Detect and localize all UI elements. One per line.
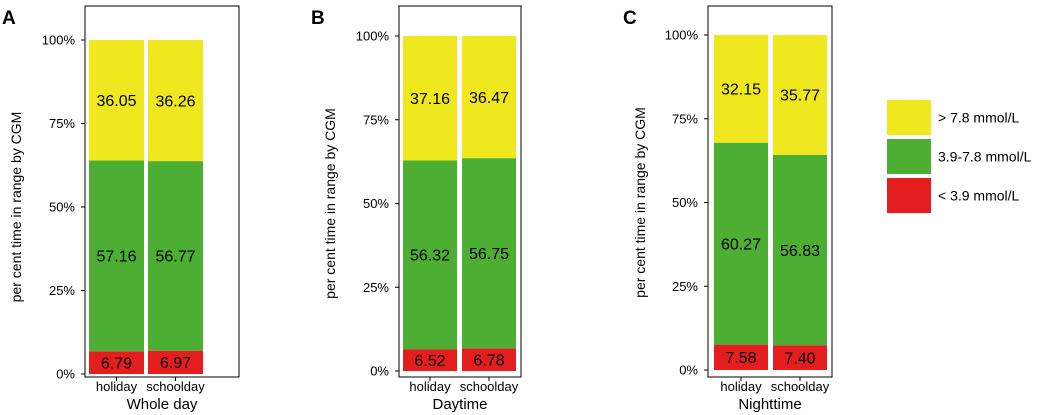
bar-segment xyxy=(462,36,516,159)
x-tick-label: holiday xyxy=(96,379,138,394)
bar-value-label: 36.47 xyxy=(469,90,509,107)
bar-holiday: 7.58 60.27 32.15 xyxy=(714,35,768,370)
y-tick-label: 50% xyxy=(672,195,698,210)
bar-value-label: 56.83 xyxy=(780,243,820,260)
legend: > 7.8 mmol/L 3.9-7.8 mmol/L < 3.9 mmol/L xyxy=(887,100,1032,213)
bar-value-label: 6.52 xyxy=(414,353,445,370)
bar-value-label: 6.97 xyxy=(160,355,191,372)
plot-frame xyxy=(707,5,833,378)
bar-schoolday: 6.78 56.75 36.47 xyxy=(462,36,516,371)
bar-segment xyxy=(773,345,827,370)
plot-frame xyxy=(398,5,522,378)
x-tick-label: holiday xyxy=(720,379,762,394)
y-tick-label: 0% xyxy=(56,367,75,382)
legend-swatch xyxy=(887,139,931,174)
bar-schoolday: 7.40 56.83 35.77 xyxy=(773,35,827,370)
y-tick-label: 75% xyxy=(49,116,75,131)
legend-label: < 3.9 mmol/L xyxy=(938,187,1020,203)
bar-segment xyxy=(462,158,516,349)
x-axis-title: Whole day xyxy=(127,396,198,413)
bar-value-label: 36.05 xyxy=(96,93,136,110)
bar-value-label: 6.78 xyxy=(473,352,504,369)
legend-label: > 7.8 mmol/L xyxy=(938,109,1020,125)
bar-segment xyxy=(89,40,144,161)
bar-segment xyxy=(148,161,203,351)
y-tick-label: 25% xyxy=(363,280,389,295)
bar-segment xyxy=(89,351,144,374)
bar-segment xyxy=(714,35,768,143)
bar-segment xyxy=(403,160,457,350)
bar-value-label: 7.58 xyxy=(725,350,756,367)
bar-value-label: 60.27 xyxy=(721,236,761,253)
y-tick-label: 0% xyxy=(679,363,698,378)
bar-segment xyxy=(462,348,516,371)
y-axis-title: per cent time in range by CGM xyxy=(8,112,24,303)
x-axis-title: Nighttime xyxy=(738,396,801,413)
bar-value-label: 56.77 xyxy=(155,249,195,266)
y-tick-label: 100% xyxy=(356,29,390,44)
y-tick-label: 25% xyxy=(672,279,698,294)
y-tick-label: 50% xyxy=(363,196,389,211)
x-tick-label: schoolday xyxy=(460,379,519,394)
bar-segment xyxy=(89,160,144,352)
bar-segment xyxy=(403,349,457,371)
bar-schoolday: 6.97 56.77 36.26 xyxy=(148,40,203,374)
panel-letter: C xyxy=(623,8,637,29)
bar-value-label: 56.32 xyxy=(410,248,450,265)
bar-value-label: 32.15 xyxy=(721,82,761,99)
legend-item: < 3.9 mmol/L xyxy=(887,178,1020,213)
y-tick-label: 100% xyxy=(665,28,699,43)
bar-holiday: 6.79 57.16 36.05 xyxy=(89,40,144,374)
bar-holiday: 6.52 56.32 37.16 xyxy=(403,36,457,371)
legend-swatch xyxy=(887,178,931,213)
bar-segment xyxy=(773,154,827,346)
bar-segment xyxy=(148,350,203,374)
y-tick-label: 0% xyxy=(370,364,389,379)
y-tick-label: 75% xyxy=(672,111,698,126)
bar-value-label: 7.40 xyxy=(784,350,815,367)
x-tick-label: schoolday xyxy=(771,379,830,394)
legend-swatch xyxy=(887,100,931,135)
bar-value-label: 57.16 xyxy=(96,249,136,266)
panel-letter: A xyxy=(2,8,16,29)
y-tick-label: 50% xyxy=(49,200,75,215)
y-tick-label: 75% xyxy=(363,112,389,127)
bar-segment xyxy=(148,40,203,162)
bar-value-label: 35.77 xyxy=(780,88,820,105)
bar-value-label: 56.75 xyxy=(469,246,509,263)
x-tick-label: schoolday xyxy=(146,379,205,394)
legend-label: 3.9-7.8 mmol/L xyxy=(938,148,1032,164)
legend-item: 3.9-7.8 mmol/L xyxy=(887,139,1032,174)
bar-value-label: 36.26 xyxy=(155,93,195,110)
plot-frame xyxy=(84,5,240,378)
bar-segment xyxy=(773,35,827,155)
bar-segment xyxy=(403,36,457,161)
bar-value-label: 6.79 xyxy=(101,355,132,372)
y-axis-title: per cent time in range by CGM xyxy=(632,107,648,298)
panel-letter: B xyxy=(311,8,325,29)
bar-segment xyxy=(714,344,768,370)
y-tick-label: 25% xyxy=(49,283,75,298)
bar-segment xyxy=(714,142,768,345)
x-tick-label: holiday xyxy=(409,379,451,394)
y-tick-label: 100% xyxy=(42,33,76,48)
x-axis-title: Daytime xyxy=(432,396,487,413)
bar-value-label: 37.16 xyxy=(410,91,450,108)
legend-item: > 7.8 mmol/L xyxy=(887,100,1020,135)
y-axis-title: per cent time in range by CGM xyxy=(322,108,338,299)
